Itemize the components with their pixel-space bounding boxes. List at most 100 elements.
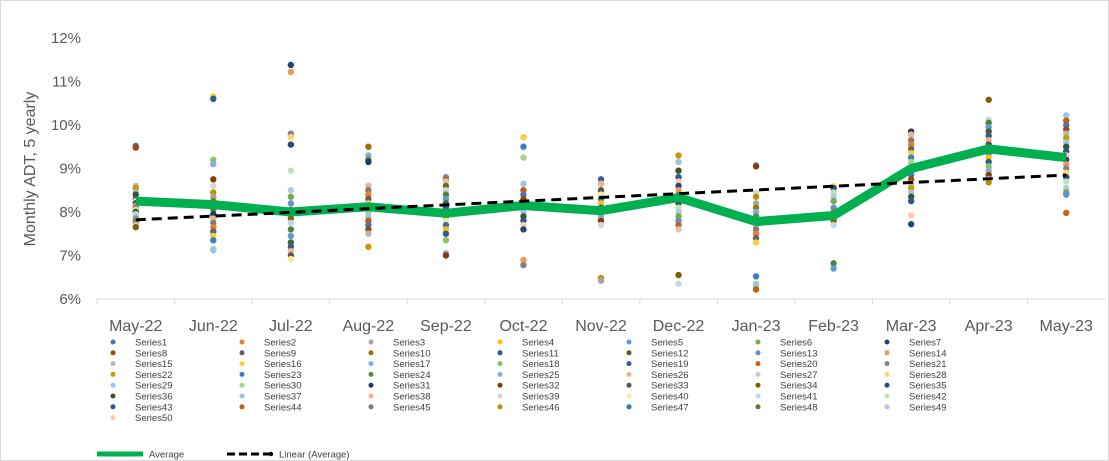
legend-label: Series22 [135, 370, 173, 381]
legend-item-average: Average [97, 450, 184, 460]
legend-marker [626, 382, 632, 388]
legend-item: Series41 [755, 392, 818, 403]
scatter-point [675, 167, 682, 174]
scatter-point [520, 143, 527, 150]
legend-item: Series21 [884, 359, 947, 370]
scatter-point [210, 247, 217, 254]
legend-item: Series7 [884, 338, 941, 349]
legend-label: Series18 [522, 359, 560, 370]
legend-item: Series19 [626, 359, 689, 370]
legend-label: Series50 [135, 413, 173, 424]
scatter-point [287, 226, 295, 233]
legend-item: Series44 [239, 402, 302, 413]
legend-item: Series23 [239, 370, 302, 381]
scatter-point [752, 239, 760, 246]
legend-item: Series34 [755, 381, 818, 392]
legend-label: Series40 [651, 392, 689, 403]
scatter-point [520, 133, 527, 141]
scatter-point [365, 158, 372, 166]
legend-label: Series27 [780, 370, 818, 381]
x-tick-label: Sep-22 [420, 318, 472, 335]
legend-label: Series8 [135, 348, 167, 359]
y-tick-label: 10% [51, 117, 81, 134]
scatter-point [520, 256, 527, 264]
legend-marker [110, 415, 116, 421]
legend-item-linear-average: Linear (Average) [227, 450, 350, 461]
legend-label: Series38 [393, 392, 431, 403]
legend-trendline-label: Linear (Average) [279, 450, 350, 461]
average-line [135, 144, 1067, 227]
legend-label: Series35 [909, 381, 947, 392]
legend-label: Series47 [651, 402, 689, 413]
legend-marker [368, 393, 374, 399]
x-tick-label: Apr-23 [965, 318, 1013, 335]
legend-marker [368, 350, 374, 356]
legend-marker [626, 371, 632, 377]
scatter-point [830, 265, 837, 272]
legend-label: Series36 [135, 392, 173, 403]
legend-marker [755, 350, 761, 356]
y-tick-label: 12% [51, 30, 81, 47]
legend-label: Series29 [135, 381, 173, 392]
scatter-point [985, 96, 992, 103]
legend-item: Series14 [884, 348, 947, 359]
scatter-point [287, 133, 295, 141]
legend-marker [239, 371, 245, 377]
legend-label: Series4 [522, 338, 554, 349]
legend-marker [239, 382, 245, 388]
scatter-point [287, 255, 295, 263]
legend-item: Series2 [239, 338, 296, 349]
legend-item: Series30 [239, 381, 302, 392]
legend-marker [755, 382, 761, 388]
legend-label: Series12 [651, 348, 689, 359]
scatter-point [365, 230, 372, 237]
scatter-point [675, 280, 682, 287]
legend-item: Series1 [110, 338, 167, 349]
scatter-point [1063, 112, 1070, 119]
legend-item: Series40 [626, 392, 689, 403]
y-tick-label: 6% [59, 291, 81, 308]
legend-label: Series7 [909, 338, 941, 349]
legend-label: Series2 [264, 338, 296, 349]
legend-marker [755, 404, 761, 410]
legend-label: Series19 [651, 359, 689, 370]
legend-marker [626, 339, 632, 345]
scatter-point [907, 197, 915, 205]
legend-item: Series43 [110, 402, 173, 413]
scatter-point [287, 232, 295, 240]
scatter-point [287, 68, 295, 76]
scatter-point [520, 180, 527, 187]
scatter-point [287, 219, 295, 227]
legend-marker [497, 382, 503, 388]
legend-marker [626, 350, 632, 356]
legend-label: Series30 [264, 381, 302, 392]
scatter-point [210, 160, 217, 168]
legend-marker [110, 361, 116, 367]
legend-item: Series15 [110, 359, 173, 370]
legend-item: Series47 [626, 402, 689, 413]
y-axis-label: Monthly ADT, 5 yearly [22, 92, 39, 247]
legend-marker [626, 393, 632, 399]
legend-item: Series35 [884, 381, 947, 392]
scatter-point [597, 180, 605, 187]
scatter-point [287, 187, 295, 194]
legend-label: Series32 [522, 381, 560, 392]
legend-marker [239, 350, 245, 356]
legend-item: Series49 [884, 402, 947, 413]
scatter-point [132, 144, 139, 151]
scatter-point [907, 212, 915, 219]
legend-label: Series3 [393, 338, 425, 349]
legend-marker [368, 361, 374, 367]
legend-marker [368, 339, 374, 345]
linear-trendline [135, 173, 1067, 222]
legend-label: Series5 [651, 338, 683, 349]
legend-item: Series4 [497, 338, 554, 349]
legend-marker [239, 361, 245, 367]
legend-item: Series31 [368, 381, 431, 392]
legend-marker [755, 361, 761, 367]
scatter-point [287, 141, 295, 148]
scatter-point [442, 237, 450, 244]
legend-marker [368, 382, 374, 388]
legend-marker [626, 404, 632, 410]
y-tick-label: 7% [59, 248, 81, 265]
